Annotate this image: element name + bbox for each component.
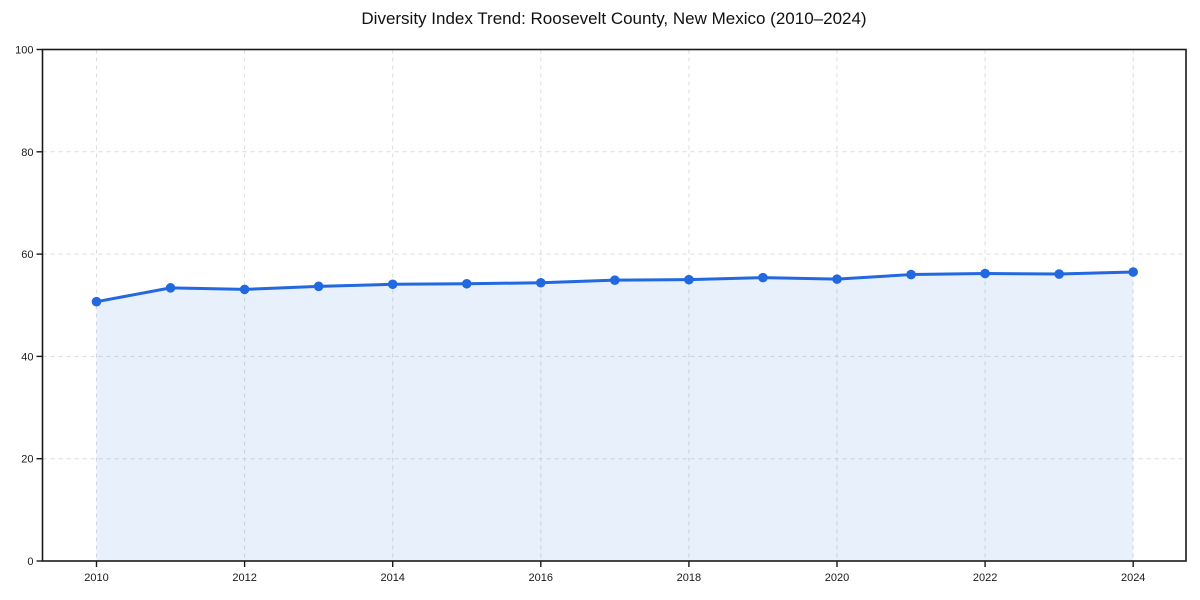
data-point-2013 bbox=[313, 281, 324, 292]
x-tick-label: 2010 bbox=[84, 572, 108, 584]
x-tick-label: 2018 bbox=[677, 572, 701, 584]
x-tick-label: 2024 bbox=[1121, 572, 1145, 584]
data-point-2016 bbox=[536, 277, 546, 288]
x-tick-label: 2012 bbox=[232, 572, 256, 584]
data-point-2021 bbox=[906, 269, 916, 280]
data-point-2022 bbox=[980, 268, 990, 279]
y-tick-label: 80 bbox=[21, 147, 33, 159]
y-tick-label: 60 bbox=[21, 249, 33, 261]
data-point-2014 bbox=[387, 279, 398, 290]
chart-title: Diversity Index Trend: Roosevelt County,… bbox=[361, 9, 867, 28]
x-tick-label: 2014 bbox=[380, 572, 404, 584]
data-point-2023 bbox=[1054, 269, 1064, 279]
y-tick-label: 20 bbox=[21, 454, 33, 466]
x-tick-label: 2016 bbox=[529, 572, 553, 584]
data-point-2024 bbox=[1128, 267, 1138, 277]
data-point-2010 bbox=[91, 296, 102, 307]
data-point-2017 bbox=[610, 275, 620, 285]
data-point-2012 bbox=[239, 284, 250, 295]
data-point-2011 bbox=[165, 283, 176, 293]
data-point-2018 bbox=[684, 274, 694, 285]
data-point-2015 bbox=[461, 278, 472, 289]
y-tick-label: 100 bbox=[15, 45, 33, 57]
x-tick-label: 2020 bbox=[825, 572, 849, 584]
y-tick-label: 40 bbox=[21, 351, 33, 363]
plot-border bbox=[41, 48, 1187, 562]
data-point-2020 bbox=[832, 274, 842, 284]
y-tick-label: 0 bbox=[27, 556, 33, 568]
data-point-2019 bbox=[758, 272, 768, 283]
area-fill bbox=[96, 272, 1134, 561]
x-tick-label: 2022 bbox=[973, 572, 997, 584]
